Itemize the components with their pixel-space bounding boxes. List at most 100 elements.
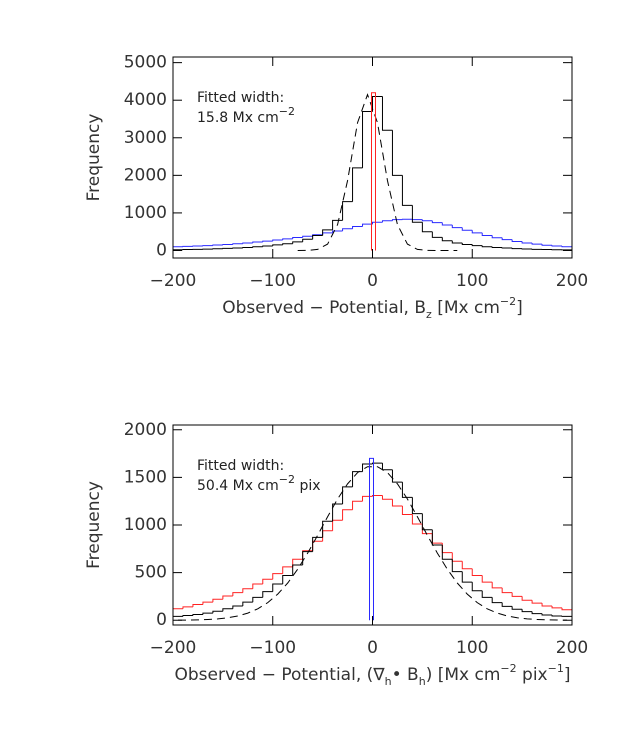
histogram-bin [252, 596, 263, 603]
histogram-bin [272, 244, 283, 246]
histogram-bin [371, 92, 376, 251]
histogram-bin [352, 225, 363, 229]
histogram-bin [332, 519, 343, 531]
histogram-bin [561, 245, 572, 248]
histogram-bin [212, 598, 223, 603]
histogram-bin [431, 231, 443, 238]
histogram-bin [511, 592, 523, 597]
histogram-bin [292, 237, 303, 239]
histogram-bin [332, 230, 343, 233]
text-part: −2 [279, 105, 295, 118]
histogram-bin [242, 588, 253, 593]
histogram-bin [262, 591, 273, 598]
histogram-bin [222, 595, 233, 600]
histogram-bin [212, 610, 223, 614]
histogram-bin [501, 602, 513, 607]
y-tick-label: 0 [156, 240, 167, 260]
x-axis-label: Observed − Potential, Bz [Mx cm−2] [222, 295, 523, 321]
fit-curve [297, 93, 458, 251]
x-axis-label: Observed − Potential, (∇h• Bh) [Mx cm−2 … [175, 662, 571, 688]
histogram-bin [322, 530, 333, 542]
histogram-bin [491, 597, 503, 604]
histogram-bin [451, 240, 463, 244]
histogram-bin [471, 230, 483, 234]
histogram-bin [551, 605, 563, 609]
histogram-bin [421, 513, 433, 531]
histogram-bin [391, 469, 403, 483]
histogram-bin [531, 600, 543, 604]
histogram-bin [222, 243, 233, 246]
histogram-bin [292, 558, 303, 567]
histogram-bin [521, 596, 533, 601]
histogram-bin [232, 605, 243, 609]
histogram-bin [401, 505, 413, 516]
histogram-bin [431, 220, 443, 224]
histogram-bin [202, 612, 213, 615]
text-part: 15.8 Mx cm [197, 110, 279, 126]
histogram-bin [441, 543, 453, 554]
histogram-bin [302, 238, 313, 242]
histogram-bin [312, 234, 323, 240]
histogram-bin [192, 604, 203, 607]
histogram-bin [362, 223, 373, 227]
histogram-bin [541, 603, 553, 607]
histogram-bin [232, 243, 243, 245]
x-tick-label: 100 [456, 638, 488, 658]
y-axis-label: Frequency [84, 481, 104, 569]
y-tick-label: 5000 [124, 53, 167, 73]
histogram-bin [362, 110, 373, 168]
histogram-bin [172, 608, 183, 621]
histogram-bin [531, 242, 543, 245]
text-part: −2 [500, 662, 516, 675]
histogram-bin [411, 497, 423, 515]
histogram-bin [511, 248, 523, 250]
histogram-bin [242, 601, 253, 606]
text-part: ) [Mx cm [426, 665, 501, 685]
histogram-bin [312, 540, 323, 551]
histogram-bin [322, 229, 333, 236]
y-tick-label: 1000 [124, 203, 167, 223]
histogram-bin [491, 582, 503, 589]
histogram-bin [252, 246, 263, 248]
histogram-bin [342, 201, 353, 221]
histogram-bin [531, 611, 543, 615]
histogram-bin [451, 559, 463, 573]
annotation: 50.4 Mx cm−2 pix [197, 473, 321, 495]
y-tick-label: 1000 [124, 515, 167, 535]
histogram-bin [342, 486, 353, 505]
histogram-bin [501, 237, 513, 241]
y-axis-label: Frequency [84, 114, 104, 202]
histogram-bin [212, 244, 223, 246]
histogram-bin [411, 514, 423, 525]
text-part: ] [516, 298, 523, 318]
annotation: 15.8 Mx cm−2 [197, 105, 295, 127]
histogram-bin [362, 463, 373, 472]
histogram-bin [369, 457, 374, 621]
x-tick-label: 100 [456, 271, 488, 291]
text-part: −2 [500, 295, 516, 308]
histogram-bin [372, 221, 383, 225]
text-part: −1 [548, 662, 564, 675]
text-part: −2 [279, 473, 295, 486]
histogram-bin [372, 494, 383, 497]
histogram-bin [332, 219, 343, 230]
histogram-bin [232, 592, 243, 596]
histogram-bin [421, 222, 433, 233]
histogram-bin [381, 463, 393, 471]
histogram-bin [441, 222, 453, 226]
histogram-bin [401, 175, 413, 206]
histogram-bin [461, 227, 473, 231]
histogram-bin [272, 583, 283, 592]
histogram-bin [511, 606, 523, 610]
y-tick-label: 500 [135, 563, 167, 583]
histogram-bin [202, 601, 213, 605]
histogram-bin [471, 568, 483, 576]
histogram-bin [242, 242, 253, 244]
histogram-bin [481, 245, 493, 248]
histogram-bin [362, 495, 373, 502]
histogram-bin [461, 242, 473, 245]
x-tick-label: −100 [249, 638, 296, 658]
histogram-bin [541, 613, 553, 616]
histogram-bin [381, 96, 393, 131]
